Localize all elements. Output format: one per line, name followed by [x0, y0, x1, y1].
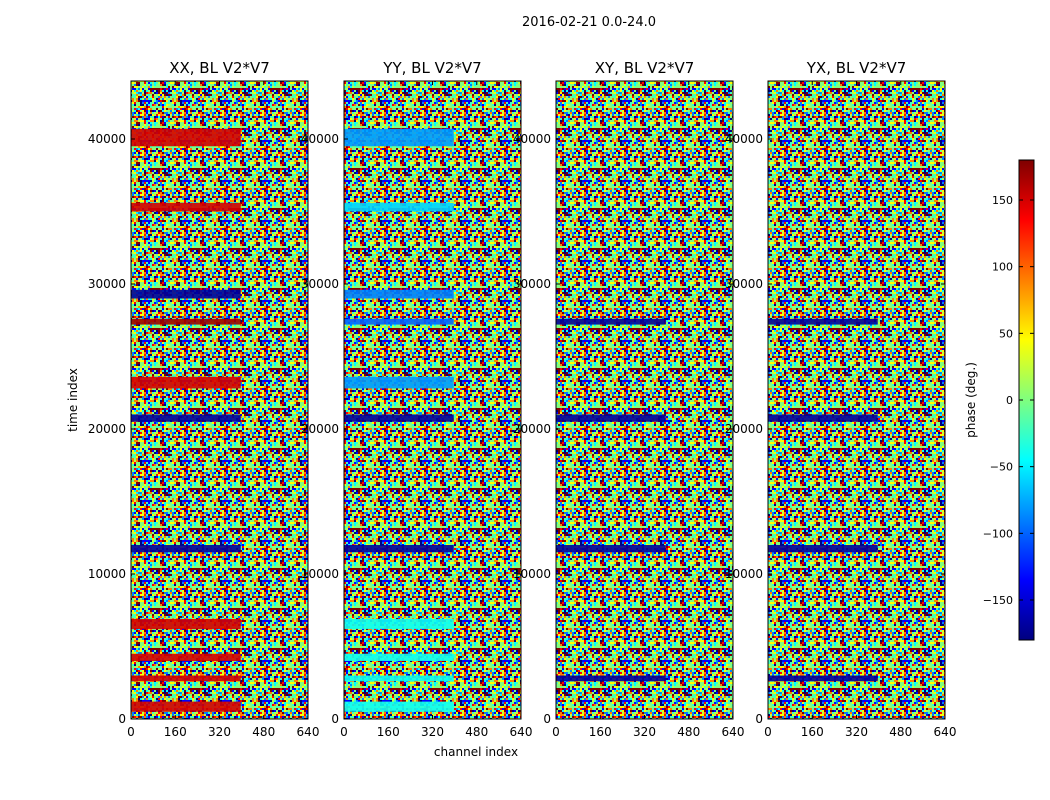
heatmap-panel: XX, BL V2*V7 0 160 320 480 640 0 10000 20000 3000… [88, 59, 320, 739]
phase-band [131, 701, 241, 712]
y-tick-label: 10000 [725, 567, 763, 581]
colorbar-tick-label: 0 [1006, 394, 1013, 407]
phase-band [131, 675, 241, 682]
phase-band [556, 414, 666, 422]
y-tick-label: 40000 [725, 132, 763, 146]
y-tick-label: 30000 [513, 277, 551, 291]
y-tick-label: 0 [331, 712, 339, 726]
x-tick-label: 320 [421, 725, 444, 739]
x-tick-label: 480 [252, 725, 275, 739]
y-tick-label: 10000 [88, 567, 126, 581]
x-tick-label: 320 [845, 725, 868, 739]
y-tick-label: 20000 [513, 422, 551, 436]
x-tick-label: 0 [552, 725, 560, 739]
colorbar-tick-label: 50 [999, 327, 1013, 340]
y-tick-label: 0 [543, 712, 551, 726]
panel-title: XX, BL V2*V7 [169, 59, 270, 77]
phase-band [344, 653, 454, 661]
y-tick-label: 40000 [513, 132, 551, 146]
phase-band [768, 545, 878, 553]
x-tick-label: 640 [934, 725, 957, 739]
colorbar-label: phase (deg.) [964, 362, 978, 438]
heatmap-area [768, 81, 945, 719]
phase-band [556, 675, 666, 682]
colorbar-tick-label: 100 [992, 261, 1013, 274]
panel-title: XY, BL V2*V7 [595, 59, 695, 77]
heatmap-panel: YX, BL V2*V7 0 160 320 480 640 0 10000 20000 3000… [725, 59, 957, 739]
x-tick-label: 320 [208, 725, 231, 739]
phase-band [556, 545, 666, 553]
y-tick-label: 10000 [513, 567, 551, 581]
x-tick-label: 160 [164, 725, 187, 739]
y-tick-label: 40000 [88, 132, 126, 146]
heatmap-area [556, 81, 733, 719]
colorbar-tick-label: −150 [983, 594, 1013, 607]
phase-band [344, 618, 454, 630]
y-axis-label: time index [66, 368, 80, 432]
x-tick-label: 480 [465, 725, 488, 739]
phase-band [344, 675, 454, 682]
phase-band [344, 202, 454, 212]
phase-band [556, 318, 666, 325]
x-tick-label: 160 [377, 725, 400, 739]
panel-title: YY, BL V2*V7 [382, 59, 481, 77]
phase-band [344, 545, 454, 553]
x-tick-label: 160 [801, 725, 824, 739]
phase-band [131, 128, 241, 147]
phase-band [768, 675, 878, 682]
phase-band [344, 414, 454, 422]
y-tick-label: 10000 [301, 567, 339, 581]
y-tick-label: 20000 [301, 422, 339, 436]
phase-band [131, 545, 241, 553]
figure-title: 2016-02-21 0.0-24.0 [522, 15, 656, 30]
phase-band [131, 376, 241, 389]
phase-band [344, 376, 454, 389]
x-tick-label: 0 [340, 725, 348, 739]
phase-band [768, 318, 878, 325]
x-tick-label: 480 [889, 725, 912, 739]
phase-band [131, 653, 241, 661]
phase-band [131, 618, 241, 630]
y-tick-label: 30000 [301, 277, 339, 291]
x-axis-label: channel index [434, 745, 518, 759]
x-tick-label: 640 [722, 725, 745, 739]
heatmap-panel: YY, BL V2*V7 0 160 320 480 640 0 10000 20000 3000… [301, 59, 533, 739]
phase-band [768, 414, 878, 422]
y-tick-label: 20000 [725, 422, 763, 436]
phase-band [131, 289, 241, 299]
y-tick-label: 20000 [88, 422, 126, 436]
phase-band [131, 318, 241, 325]
colorbar: 150 100 50 0 −50 −100 −150 [983, 159, 1035, 641]
heatmap-panel: XY, BL V2*V7 0 160 320 480 640 0 10000 20000 3000… [513, 59, 745, 739]
phase-band [344, 128, 454, 147]
phase-band [131, 202, 241, 212]
colorbar-tick-label: −50 [990, 461, 1013, 474]
panel-title: YX, BL V2*V7 [806, 59, 907, 77]
y-tick-label: 0 [755, 712, 763, 726]
x-tick-label: 320 [633, 725, 656, 739]
phase-band [344, 318, 454, 325]
phase-band [344, 701, 454, 712]
panels: XX, BL V2*V7 0 160 320 480 640 0 10000 20000 3000… [88, 59, 957, 739]
x-tick-label: 0 [764, 725, 772, 739]
phase-band [131, 414, 241, 422]
y-tick-label: 40000 [301, 132, 339, 146]
heatmap-area [131, 81, 308, 719]
phase-band [344, 289, 454, 299]
y-tick-label: 30000 [88, 277, 126, 291]
colorbar-tick-label: 150 [992, 194, 1013, 207]
x-tick-label: 640 [297, 725, 320, 739]
x-tick-label: 160 [589, 725, 612, 739]
heatmap-area [344, 81, 521, 719]
colorbar-tick-label: −100 [983, 527, 1013, 540]
y-tick-label: 0 [118, 712, 126, 726]
x-tick-label: 0 [127, 725, 135, 739]
x-tick-label: 480 [677, 725, 700, 739]
y-tick-label: 30000 [725, 277, 763, 291]
x-tick-label: 640 [510, 725, 533, 739]
